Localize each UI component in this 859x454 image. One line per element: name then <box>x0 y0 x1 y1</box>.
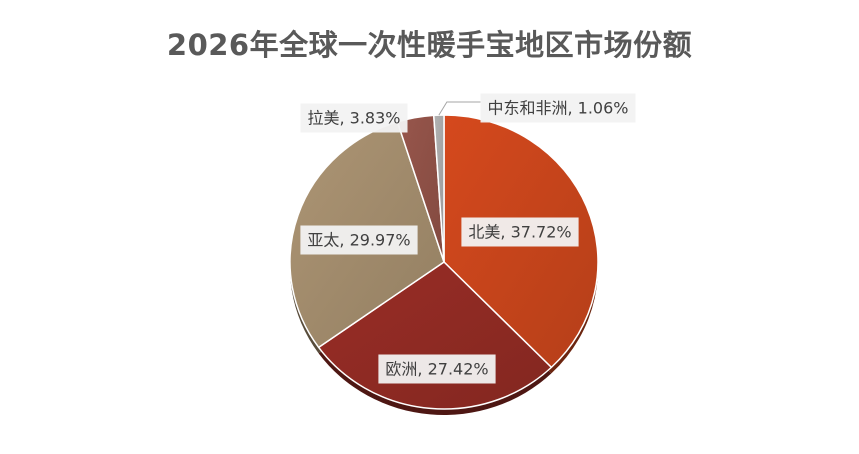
data-label-box <box>300 225 418 255</box>
data-label-text: 欧洲, 27.42% <box>385 360 488 379</box>
data-label: 北美, 37.72% <box>461 217 579 247</box>
chart-title: 2026年全球一次性暖手宝地区市场份额 <box>166 28 693 62</box>
data-label: 拉美, 3.83% <box>300 103 408 133</box>
data-label-box <box>480 93 636 123</box>
data-label-text: 北美, 37.72% <box>468 223 571 242</box>
data-label-box <box>378 354 496 384</box>
data-label: 中东和非洲, 1.06% <box>480 93 636 123</box>
data-label-text: 拉美, 3.83% <box>307 109 400 128</box>
data-label-text: 中东和非洲, 1.06% <box>487 99 628 118</box>
data-label: 亚太, 29.97% <box>300 225 418 255</box>
data-label-box <box>300 103 408 133</box>
data-label-text: 亚太, 29.97% <box>307 231 410 250</box>
data-label: 欧洲, 27.42% <box>378 354 496 384</box>
leader-line <box>438 101 481 116</box>
pie-data-labels: 北美, 37.72% 欧洲, 27.42% 亚太, 29.97% 拉美, 3.83% 中… <box>300 93 636 384</box>
data-label-box <box>461 217 579 247</box>
pie-slice <box>433 114 445 263</box>
